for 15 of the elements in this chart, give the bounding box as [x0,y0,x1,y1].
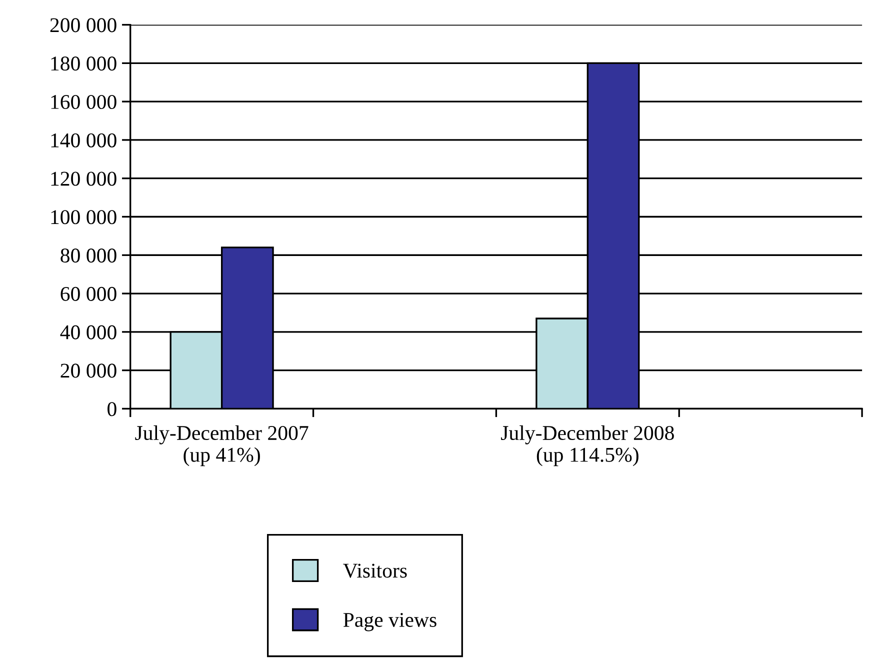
y-tick-label: 200 000 [50,18,116,32]
y-tick-label: 120 000 [51,172,116,186]
legend-label: Visitors [343,564,407,578]
y-tick-label: 20 000 [60,364,116,378]
y-tick-label: 100 000 [51,210,116,224]
x-tick-label: July-December 2008 (up 114.5%) [501,425,674,466]
y-tick-label: 60 000 [60,286,116,301]
legend-label: Page views [343,612,436,632]
y-tick-label: 140 000 [51,133,116,148]
y-tick-label: 180 000 [51,56,116,71]
y-tick-label: 80 000 [60,248,116,263]
y-tick-label: 40 000 [60,325,116,340]
x-tick-label: July-December 2007 (up 41%) [135,425,308,466]
y-tick-label: 0 [108,402,116,416]
y-tick-label: 160 000 [51,94,116,110]
